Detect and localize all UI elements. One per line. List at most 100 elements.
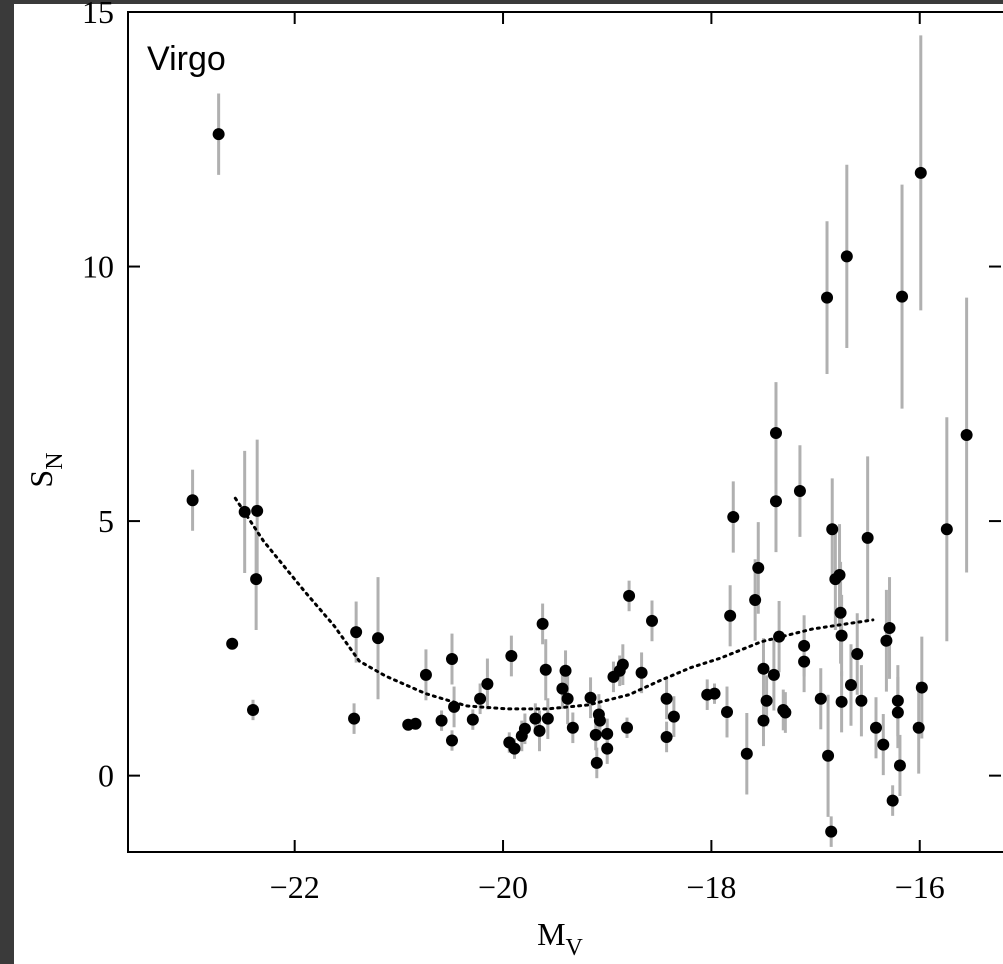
- point: [660, 692, 673, 705]
- point: [798, 639, 811, 652]
- point: [886, 794, 899, 807]
- point: [518, 722, 531, 735]
- plot-frame: [127, 11, 1003, 853]
- point: [798, 655, 811, 668]
- point: [793, 485, 806, 498]
- point: [474, 692, 487, 705]
- point: [960, 429, 973, 442]
- point: [589, 728, 602, 741]
- point: [825, 825, 838, 838]
- point: [833, 569, 846, 582]
- point: [623, 589, 636, 602]
- point: [767, 668, 780, 681]
- y-tick-label: 0: [98, 758, 114, 794]
- point: [481, 678, 494, 690]
- point: [896, 290, 909, 303]
- point: [226, 637, 239, 650]
- point: [539, 663, 552, 676]
- point: [822, 749, 835, 762]
- point: [769, 427, 782, 440]
- point: [844, 679, 857, 692]
- point: [601, 742, 614, 755]
- point: [660, 730, 673, 743]
- y-label-sub: N: [42, 452, 68, 469]
- point: [891, 706, 904, 719]
- point: [752, 561, 765, 574]
- point: [559, 664, 572, 677]
- point: [893, 759, 906, 772]
- point: [914, 166, 927, 179]
- point: [940, 523, 953, 536]
- point: [508, 742, 521, 755]
- point: [877, 738, 890, 751]
- y-axis-label: SN: [23, 452, 68, 487]
- point: [590, 756, 603, 769]
- point: [740, 747, 753, 760]
- point: [760, 694, 773, 707]
- point: [561, 692, 574, 705]
- point: [601, 727, 614, 740]
- point: [435, 714, 448, 727]
- point: [757, 662, 770, 675]
- point: [250, 573, 263, 586]
- point: [814, 692, 827, 705]
- point: [350, 626, 363, 639]
- x-tick-label: −16: [895, 869, 945, 905]
- y-tick-label: 5: [98, 503, 114, 539]
- point: [835, 629, 848, 642]
- point: [835, 695, 848, 708]
- point: [821, 291, 834, 304]
- point: [212, 128, 225, 141]
- point: [621, 721, 634, 734]
- x-label-main: M: [537, 916, 565, 952]
- annotation: Virgo: [147, 40, 226, 78]
- point: [541, 712, 554, 725]
- point: [757, 714, 770, 727]
- point: [419, 668, 432, 681]
- point: [536, 617, 549, 630]
- point: [840, 250, 853, 263]
- point: [826, 523, 839, 536]
- point: [505, 650, 518, 662]
- point: [186, 494, 199, 507]
- point: [616, 658, 629, 671]
- point: [891, 694, 904, 707]
- point: [883, 622, 896, 634]
- point: [708, 687, 721, 700]
- point: [869, 721, 882, 734]
- panel: [14, 4, 1003, 964]
- point: [348, 712, 361, 725]
- x-tick-label: −22: [270, 869, 320, 905]
- point: [409, 717, 422, 730]
- point: [445, 734, 458, 747]
- point: [372, 632, 385, 645]
- point: [834, 606, 847, 619]
- point: [667, 710, 680, 723]
- point: [448, 700, 461, 713]
- y-label-main: S: [23, 470, 59, 488]
- point: [445, 653, 458, 666]
- point: [727, 511, 740, 524]
- point: [749, 594, 762, 606]
- point: [646, 614, 659, 627]
- point: [635, 666, 648, 679]
- point: [855, 694, 868, 707]
- point: [529, 712, 542, 725]
- point: [912, 721, 925, 734]
- point: [466, 713, 479, 726]
- fit-line: [233, 496, 875, 711]
- point: [533, 724, 546, 737]
- point: [251, 504, 264, 517]
- y-tick-label: 10: [82, 249, 114, 285]
- y-tick-label: 15: [82, 0, 114, 30]
- x-axis-label: MV: [537, 916, 583, 961]
- x-label-sub: V: [566, 935, 584, 961]
- point: [593, 714, 606, 727]
- point: [724, 609, 737, 622]
- point: [556, 682, 569, 695]
- point: [566, 721, 579, 734]
- point: [779, 706, 792, 719]
- point: [915, 681, 928, 694]
- point: [851, 647, 864, 660]
